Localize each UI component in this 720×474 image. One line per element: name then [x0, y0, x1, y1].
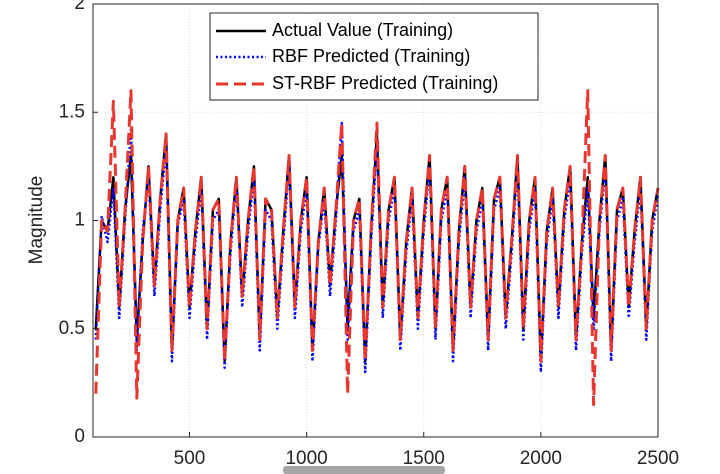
y-axis-label: Magnitude	[26, 176, 47, 265]
legend-label: Actual Value (Training)	[272, 20, 453, 40]
series-line	[94, 89, 660, 407]
plot-lines	[94, 89, 660, 407]
x-tick-label: 2500	[637, 448, 679, 469]
legend-label: RBF Predicted (Training)	[272, 46, 470, 66]
x-tick-label: 1000	[285, 448, 327, 469]
scrollbar[interactable]	[283, 466, 445, 474]
x-tick-label: 2000	[520, 448, 562, 469]
series-line	[94, 121, 660, 374]
y-tick-label: 0	[74, 426, 85, 447]
y-tick-label: 2	[74, 0, 85, 14]
legend: Actual Value (Training) RBF Predicted (T…	[209, 12, 539, 101]
legend-box	[209, 12, 539, 101]
y-tick-label: 0.5	[59, 318, 85, 339]
x-tick-label: 1500	[403, 448, 445, 469]
legend-label: ST-RBF Predicted (Training)	[272, 73, 498, 93]
y-tick-label: 1	[74, 210, 85, 231]
y-tick-label: 1.5	[59, 101, 85, 122]
x-tick-label: 500	[174, 448, 206, 469]
